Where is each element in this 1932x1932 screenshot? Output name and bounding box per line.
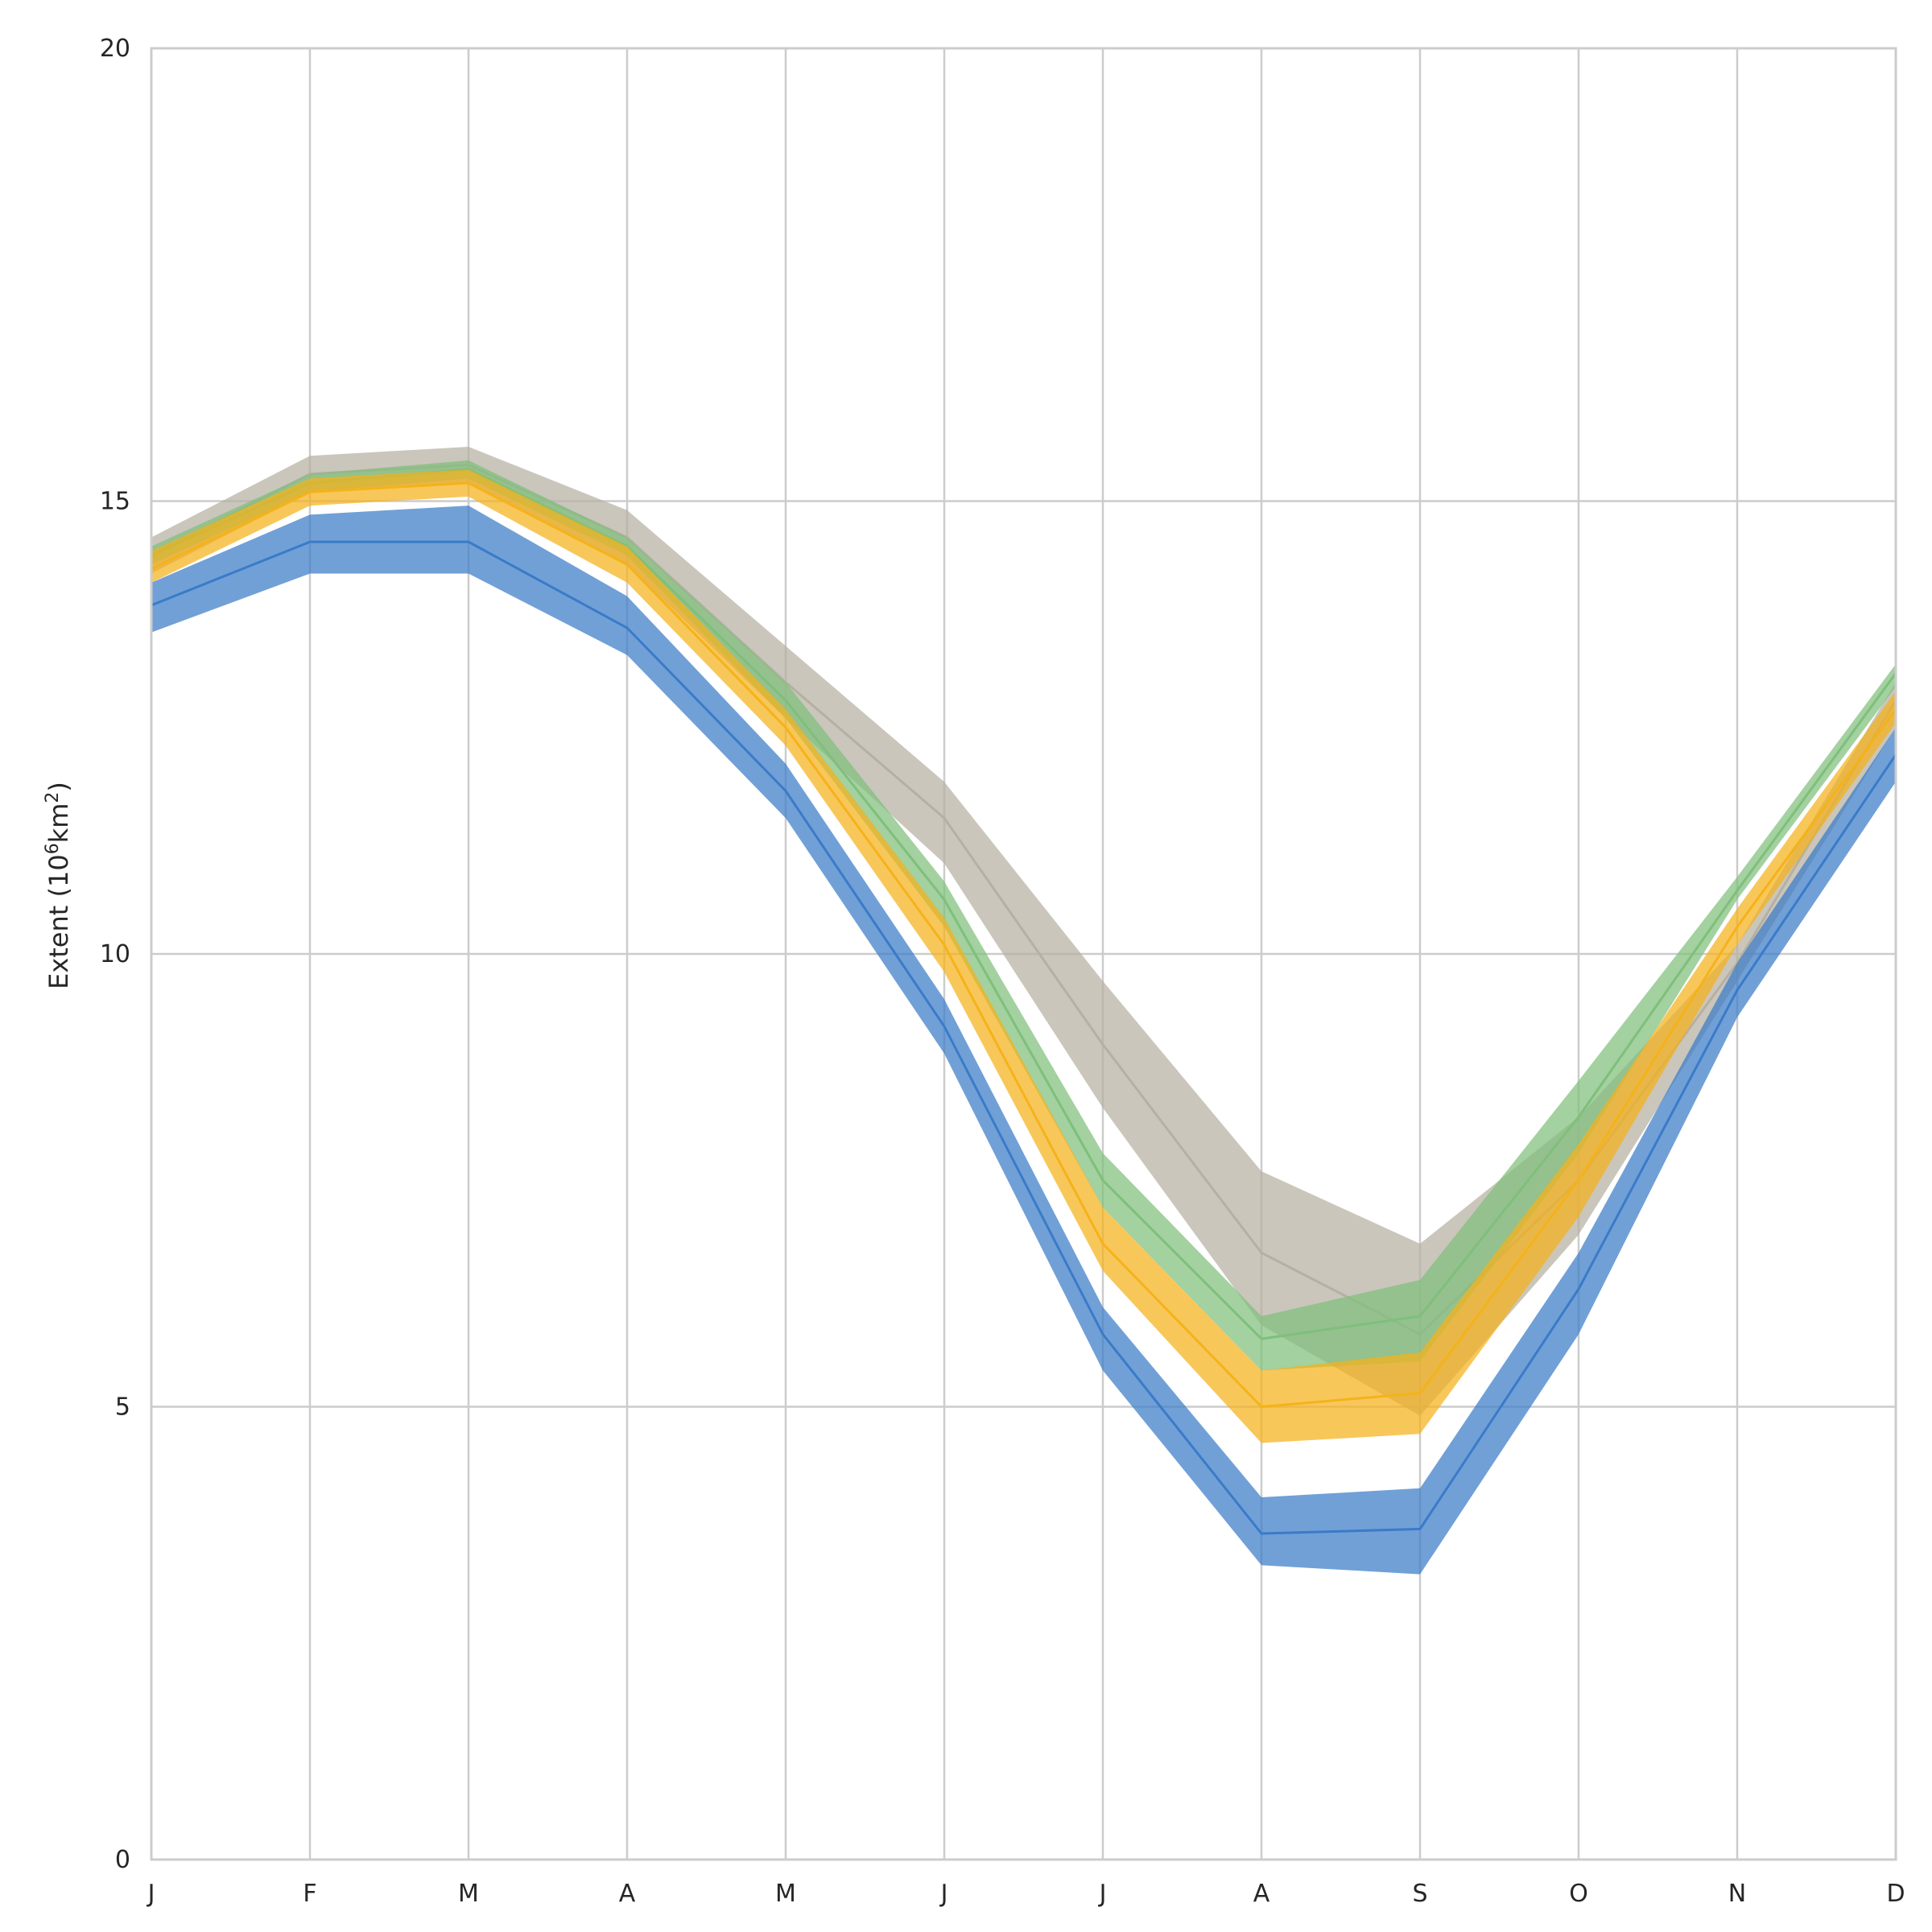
y-axis-label: Extent (106km2) (43, 782, 74, 989)
x-tick-label: D (1886, 1880, 1905, 1908)
y-tick-label: 0 (115, 1846, 130, 1874)
x-tick-label: A (619, 1880, 636, 1908)
y-axis-label-exp2: 2 (43, 792, 63, 803)
y-tick-label: 20 (100, 35, 130, 63)
x-tick-label: A (1253, 1880, 1270, 1908)
y-axis-label-exp1: 6 (43, 843, 63, 854)
x-tick-label: N (1728, 1880, 1746, 1908)
series-line-4 (151, 540, 1897, 1535)
x-tick-label: F (303, 1880, 316, 1908)
x-tick-label: O (1569, 1880, 1588, 1908)
y-axis-label-prefix: Extent (10 (43, 854, 74, 989)
y-tick-label: 15 (100, 488, 130, 516)
x-tick-label: J (147, 1880, 155, 1908)
x-tick-label: M (775, 1880, 796, 1908)
series-line-3 (151, 481, 1897, 1408)
x-tick-label: J (939, 1880, 948, 1908)
tick-layer: J F M A M J J A S O N D 0 5 10 15 20 (100, 35, 1905, 1908)
x-tick-label: M (458, 1880, 479, 1908)
y-axis-label-mid: km (43, 803, 74, 844)
y-tick-label: 5 (115, 1393, 130, 1422)
plot-frame (150, 47, 1897, 1861)
y-tick-label: 10 (100, 940, 130, 968)
x-tick-label: J (1098, 1880, 1107, 1908)
y-axis-label-suffix: ) (43, 782, 74, 791)
x-tick-label: S (1412, 1880, 1427, 1908)
series-layer (151, 447, 1897, 1575)
frame-layer (150, 47, 1897, 1861)
